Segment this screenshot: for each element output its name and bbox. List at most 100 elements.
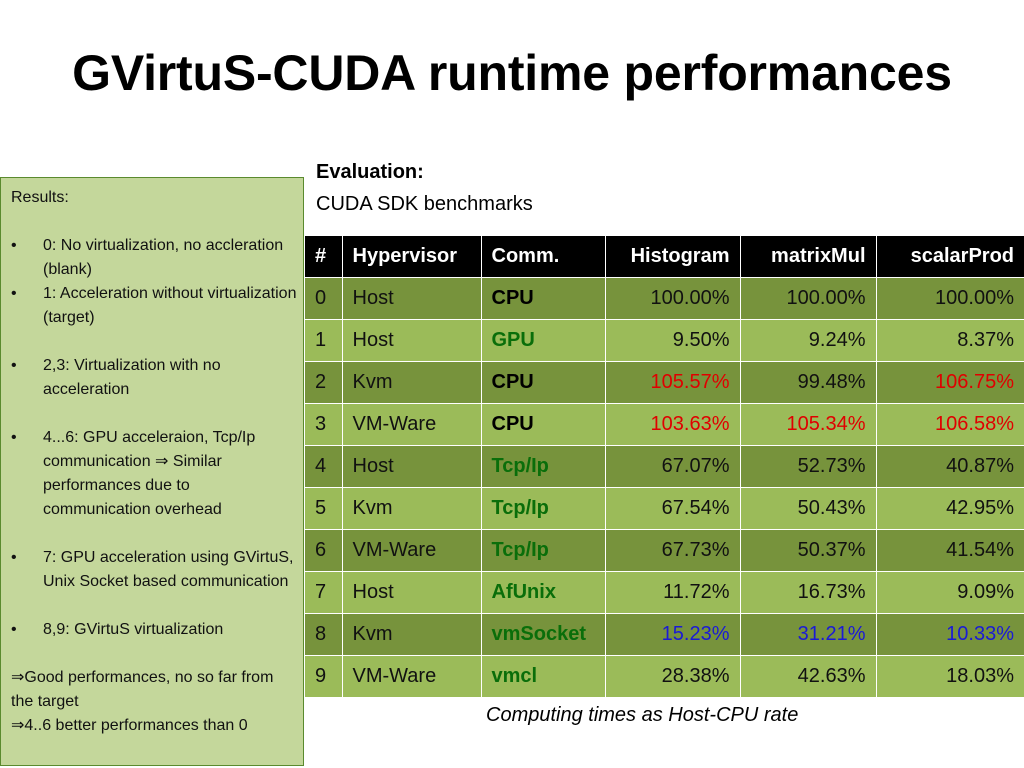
- cell-scalarprod: 18.03%: [876, 655, 1024, 697]
- table-row: 3 VM-Ware CPU 103.63% 105.34% 106.58%: [305, 403, 1024, 446]
- results-box: Results: • 0: No virtualization, no accl…: [0, 177, 304, 766]
- table-row: 7 Host AfUnix 11.72% 16.73% 9.09%: [305, 571, 1024, 614]
- cell-matrixmul: 105.34%: [740, 403, 877, 446]
- table-row: 0 Host CPU 100.00% 100.00% 100.00%: [305, 277, 1024, 320]
- spacer: [11, 594, 297, 618]
- cell-comm: Tcp/Ip: [481, 529, 606, 572]
- cell-comm: CPU: [481, 277, 606, 320]
- cell-hypervisor: Kvm: [342, 361, 482, 404]
- cell-matrixmul: 50.43%: [740, 487, 877, 530]
- cell-scalarprod: 10.33%: [876, 613, 1024, 656]
- results-item: • 4...6: GPU acceleraion, Tcp/Ip communi…: [11, 426, 297, 522]
- cell-histogram: 11.72%: [605, 571, 741, 614]
- results-item-text: 7: GPU acceleration using GVirtuS, Unix …: [43, 549, 294, 590]
- spacer: [11, 402, 297, 426]
- cell-comm: vmSocket: [481, 613, 606, 656]
- bullet-icon: •: [11, 549, 17, 566]
- spacer: [11, 522, 297, 546]
- spacer: [11, 642, 297, 666]
- cell-id: 9: [305, 655, 343, 697]
- bullet-icon: •: [11, 621, 17, 638]
- column-header-matrixmul: matrixMul: [740, 236, 877, 278]
- table-row: 4 Host Tcp/Ip 67.07% 52.73% 40.87%: [305, 445, 1024, 488]
- cell-matrixmul: 42.63%: [740, 655, 877, 697]
- table-row: 2 Kvm CPU 105.57% 99.48% 106.75%: [305, 361, 1024, 404]
- cell-histogram: 28.38%: [605, 655, 741, 697]
- cell-histogram: 67.07%: [605, 445, 741, 488]
- cell-histogram: 15.23%: [605, 613, 741, 656]
- evaluation-heading: Evaluation:: [316, 161, 424, 183]
- bullet-icon: •: [11, 237, 17, 254]
- cell-scalarprod: 42.95%: [876, 487, 1024, 530]
- bullet-icon: •: [11, 285, 17, 302]
- table-body: 0 Host CPU 100.00% 100.00% 100.00% 1 Host GPU 9.5…: [305, 277, 1024, 697]
- spacer: [11, 330, 297, 354]
- results-item: • 1: Acceleration without virtualization…: [11, 282, 297, 330]
- column-header-comm: Comm.: [481, 236, 606, 278]
- cell-comm: CPU: [481, 361, 606, 404]
- results-item: • 0: No virtualization, no accleration (…: [11, 234, 297, 282]
- cell-comm: AfUnix: [481, 571, 606, 614]
- cell-id: 7: [305, 571, 343, 614]
- table-row: 6 VM-Ware Tcp/Ip 67.73% 50.37% 41.54%: [305, 529, 1024, 572]
- table-row: 1 Host GPU 9.50% 9.24% 8.37%: [305, 319, 1024, 362]
- conclusion-text: ⇒4..6 better performances than 0: [11, 717, 248, 734]
- cell-scalarprod: 41.54%: [876, 529, 1024, 572]
- cell-id: 1: [305, 319, 343, 362]
- results-item: • 2,3: Virtualization with no accelerati…: [11, 354, 297, 402]
- results-heading: Results:: [11, 189, 69, 206]
- cell-matrixmul: 100.00%: [740, 277, 877, 320]
- table-caption: Computing times as Host-CPU rate: [486, 704, 799, 726]
- cell-scalarprod: 100.00%: [876, 277, 1024, 320]
- evaluation-subtitle: CUDA SDK benchmarks: [316, 193, 533, 215]
- cell-hypervisor: VM-Ware: [342, 655, 482, 697]
- cell-id: 0: [305, 277, 343, 320]
- cell-comm: GPU: [481, 319, 606, 362]
- column-header-id: #: [305, 236, 343, 278]
- cell-matrixmul: 52.73%: [740, 445, 877, 488]
- results-item-text: 8,9: GVirtuS virtualization: [43, 621, 224, 638]
- cell-comm: vmcl: [481, 655, 606, 697]
- cell-histogram: 105.57%: [605, 361, 741, 404]
- table-row: 9 VM-Ware vmcl 28.38% 42.63% 18.03%: [305, 655, 1024, 697]
- results-item-text: 4...6: GPU acceleraion, Tcp/Ip communica…: [43, 429, 256, 518]
- cell-id: 8: [305, 613, 343, 656]
- cell-matrixmul: 16.73%: [740, 571, 877, 614]
- cell-id: 4: [305, 445, 343, 488]
- cell-histogram: 100.00%: [605, 277, 741, 320]
- cell-scalarprod: 9.09%: [876, 571, 1024, 614]
- results-item-text: 1: Acceleration without virtualization (…: [43, 285, 297, 326]
- cell-id: 3: [305, 403, 343, 446]
- cell-hypervisor: Host: [342, 445, 482, 488]
- bullet-icon: •: [11, 357, 17, 374]
- results-list: • 0: No virtualization, no accleration (…: [11, 234, 297, 666]
- cell-scalarprod: 106.75%: [876, 361, 1024, 404]
- cell-histogram: 9.50%: [605, 319, 741, 362]
- column-header-scalarprod: scalarProd: [876, 236, 1024, 278]
- table-header-row: # Hypervisor Comm. Histogram matrixMul s…: [305, 236, 1024, 278]
- cell-histogram: 103.63%: [605, 403, 741, 446]
- column-header-hypervisor: Hypervisor: [342, 236, 482, 278]
- conclusion-text: ⇒Good performances, no so far from the t…: [11, 669, 274, 710]
- cell-hypervisor: Kvm: [342, 613, 482, 656]
- results-item-text: 2,3: Virtualization with no acceleration: [43, 357, 221, 398]
- cell-hypervisor: Host: [342, 277, 482, 320]
- cell-scalarprod: 40.87%: [876, 445, 1024, 488]
- cell-hypervisor: VM-Ware: [342, 529, 482, 572]
- cell-hypervisor: Host: [342, 319, 482, 362]
- cell-matrixmul: 99.48%: [740, 361, 877, 404]
- cell-comm: Tcp/Ip: [481, 445, 606, 488]
- cell-hypervisor: Kvm: [342, 487, 482, 530]
- results-item: • 7: GPU acceleration using GVirtuS, Uni…: [11, 546, 297, 594]
- table-row: 5 Kvm Tcp/Ip 67.54% 50.43% 42.95%: [305, 487, 1024, 530]
- cell-hypervisor: VM-Ware: [342, 403, 482, 446]
- cell-matrixmul: 31.21%: [740, 613, 877, 656]
- slide-title: GVirtuS-CUDA runtime performances: [72, 45, 952, 101]
- cell-scalarprod: 106.58%: [876, 403, 1024, 446]
- cell-comm: Tcp/Ip: [481, 487, 606, 530]
- results-item: • 8,9: GVirtuS virtualization: [11, 618, 297, 642]
- table-row: 8 Kvm vmSocket 15.23% 31.21% 10.33%: [305, 613, 1024, 656]
- cell-id: 6: [305, 529, 343, 572]
- cell-histogram: 67.73%: [605, 529, 741, 572]
- cell-hypervisor: Host: [342, 571, 482, 614]
